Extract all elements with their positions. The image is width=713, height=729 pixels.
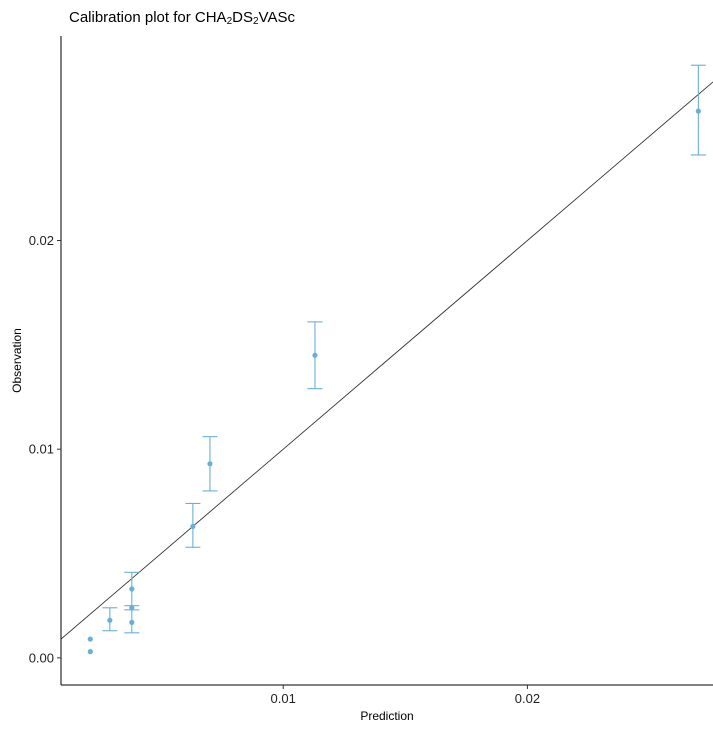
reference-line — [60, 81, 713, 640]
reference-line-layer — [60, 81, 713, 640]
title-text: DS — [232, 9, 253, 26]
data-point — [87, 636, 93, 642]
data-point — [129, 586, 135, 592]
data-point — [695, 108, 701, 114]
x-axis-ticks: 0.01 0.02 — [271, 685, 540, 706]
data-point — [190, 523, 196, 530]
y-axis-label: Observation — [10, 328, 24, 393]
data-point — [129, 605, 135, 611]
x-axis-label: Prediction — [360, 709, 413, 723]
chart-title: Calibration plot for CHA2DS2VASc — [69, 9, 295, 27]
x-tick-label: 0.02 — [515, 691, 540, 706]
data-point — [207, 461, 213, 467]
y-tick-label: 0.00 — [29, 650, 54, 665]
data-marks-layer — [87, 64, 706, 655]
y-tick-label: 0.01 — [29, 442, 54, 457]
title-subscript: 2 — [252, 16, 259, 27]
data-point — [129, 619, 135, 625]
y-tick-label: 0.02 — [29, 233, 54, 248]
title-text: VASc — [258, 9, 295, 26]
title-text: Calibration plot for CHA — [69, 9, 227, 26]
data-point — [107, 617, 113, 623]
data-point — [312, 352, 318, 358]
title-subscript: 2 — [226, 16, 233, 27]
x-tick-label: 0.01 — [271, 691, 296, 706]
y-axis-ticks: 0.00 0.01 0.02 — [29, 233, 61, 665]
data-point — [87, 649, 93, 655]
